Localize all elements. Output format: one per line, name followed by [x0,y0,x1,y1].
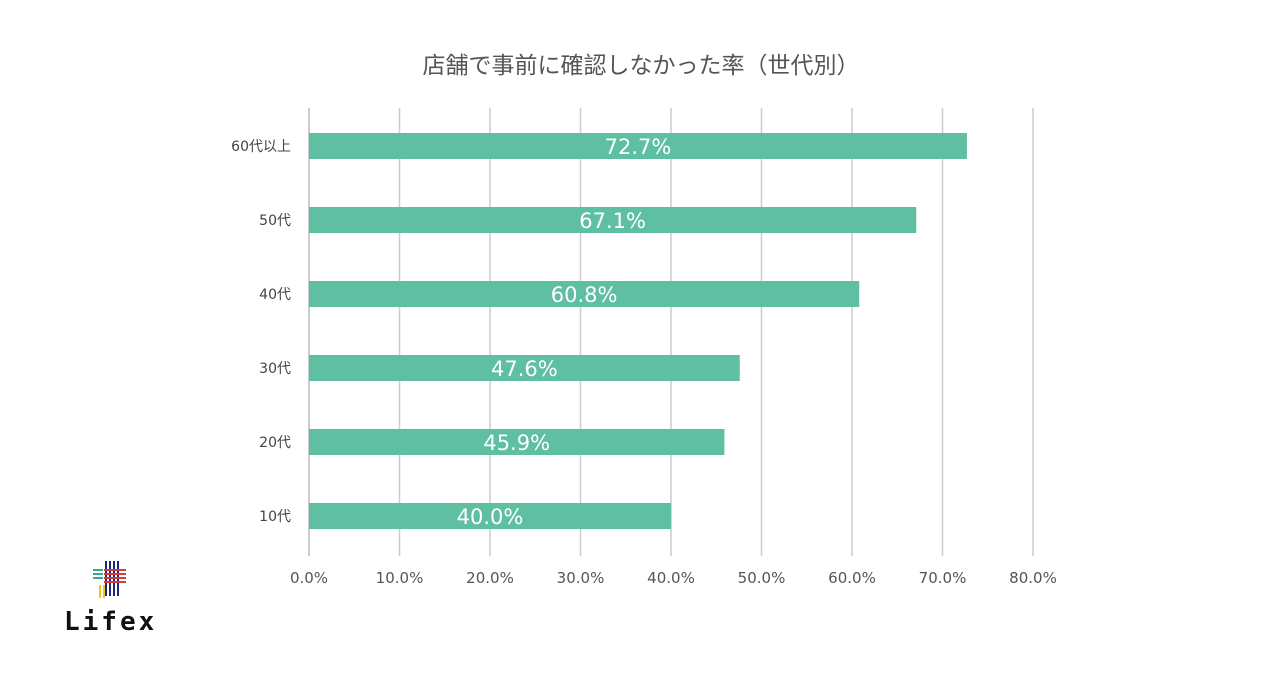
category-label: 20代 [259,435,291,451]
logo-icon [93,561,126,598]
data-label: 72.7% [605,135,672,159]
category-label: 10代 [259,509,291,525]
data-label: 67.1% [579,209,646,233]
logo-text: Lifex [64,607,158,637]
bar [309,503,671,529]
x-tick-label: 10.0% [376,569,424,587]
data-label: 45.9% [483,431,550,455]
data-label: 60.8% [551,283,618,307]
bar [309,429,725,455]
bar [309,281,860,307]
bar [309,207,917,233]
category-label: 60代以上 [231,139,291,155]
data-label: 40.0% [457,505,524,529]
chart-title: 店舗で事前に確認しなかった率（世代別） [423,53,860,79]
x-tick-label: 80.0% [1009,569,1057,587]
x-tick-label: 0.0% [290,569,328,587]
category-labels: 60代以上 50代 40代 30代 20代 10代 [231,139,291,525]
bar [309,355,740,381]
category-label: 40代 [259,287,291,303]
x-tick-label: 20.0% [466,569,514,587]
bar [309,133,967,159]
data-labels: 72.7% 67.1% 60.8% 47.6% 45.9% 40.0% [457,135,672,529]
category-label: 50代 [259,213,291,229]
data-label: 47.6% [491,357,558,381]
x-tick-label: 70.0% [919,569,967,587]
gridlines [308,108,1034,556]
category-label: 30代 [259,361,291,377]
x-tick-label: 50.0% [738,569,786,587]
bars [309,133,967,529]
x-tick-label: 40.0% [647,569,695,587]
x-tick-label: 30.0% [557,569,605,587]
lifex-logo: Lifex [64,560,164,640]
x-tick-labels: 0.0% 10.0% 20.0% 30.0% 40.0% 50.0% 60.0% 70.0% 8… [290,569,1057,587]
x-tick-label: 60.0% [828,569,876,587]
